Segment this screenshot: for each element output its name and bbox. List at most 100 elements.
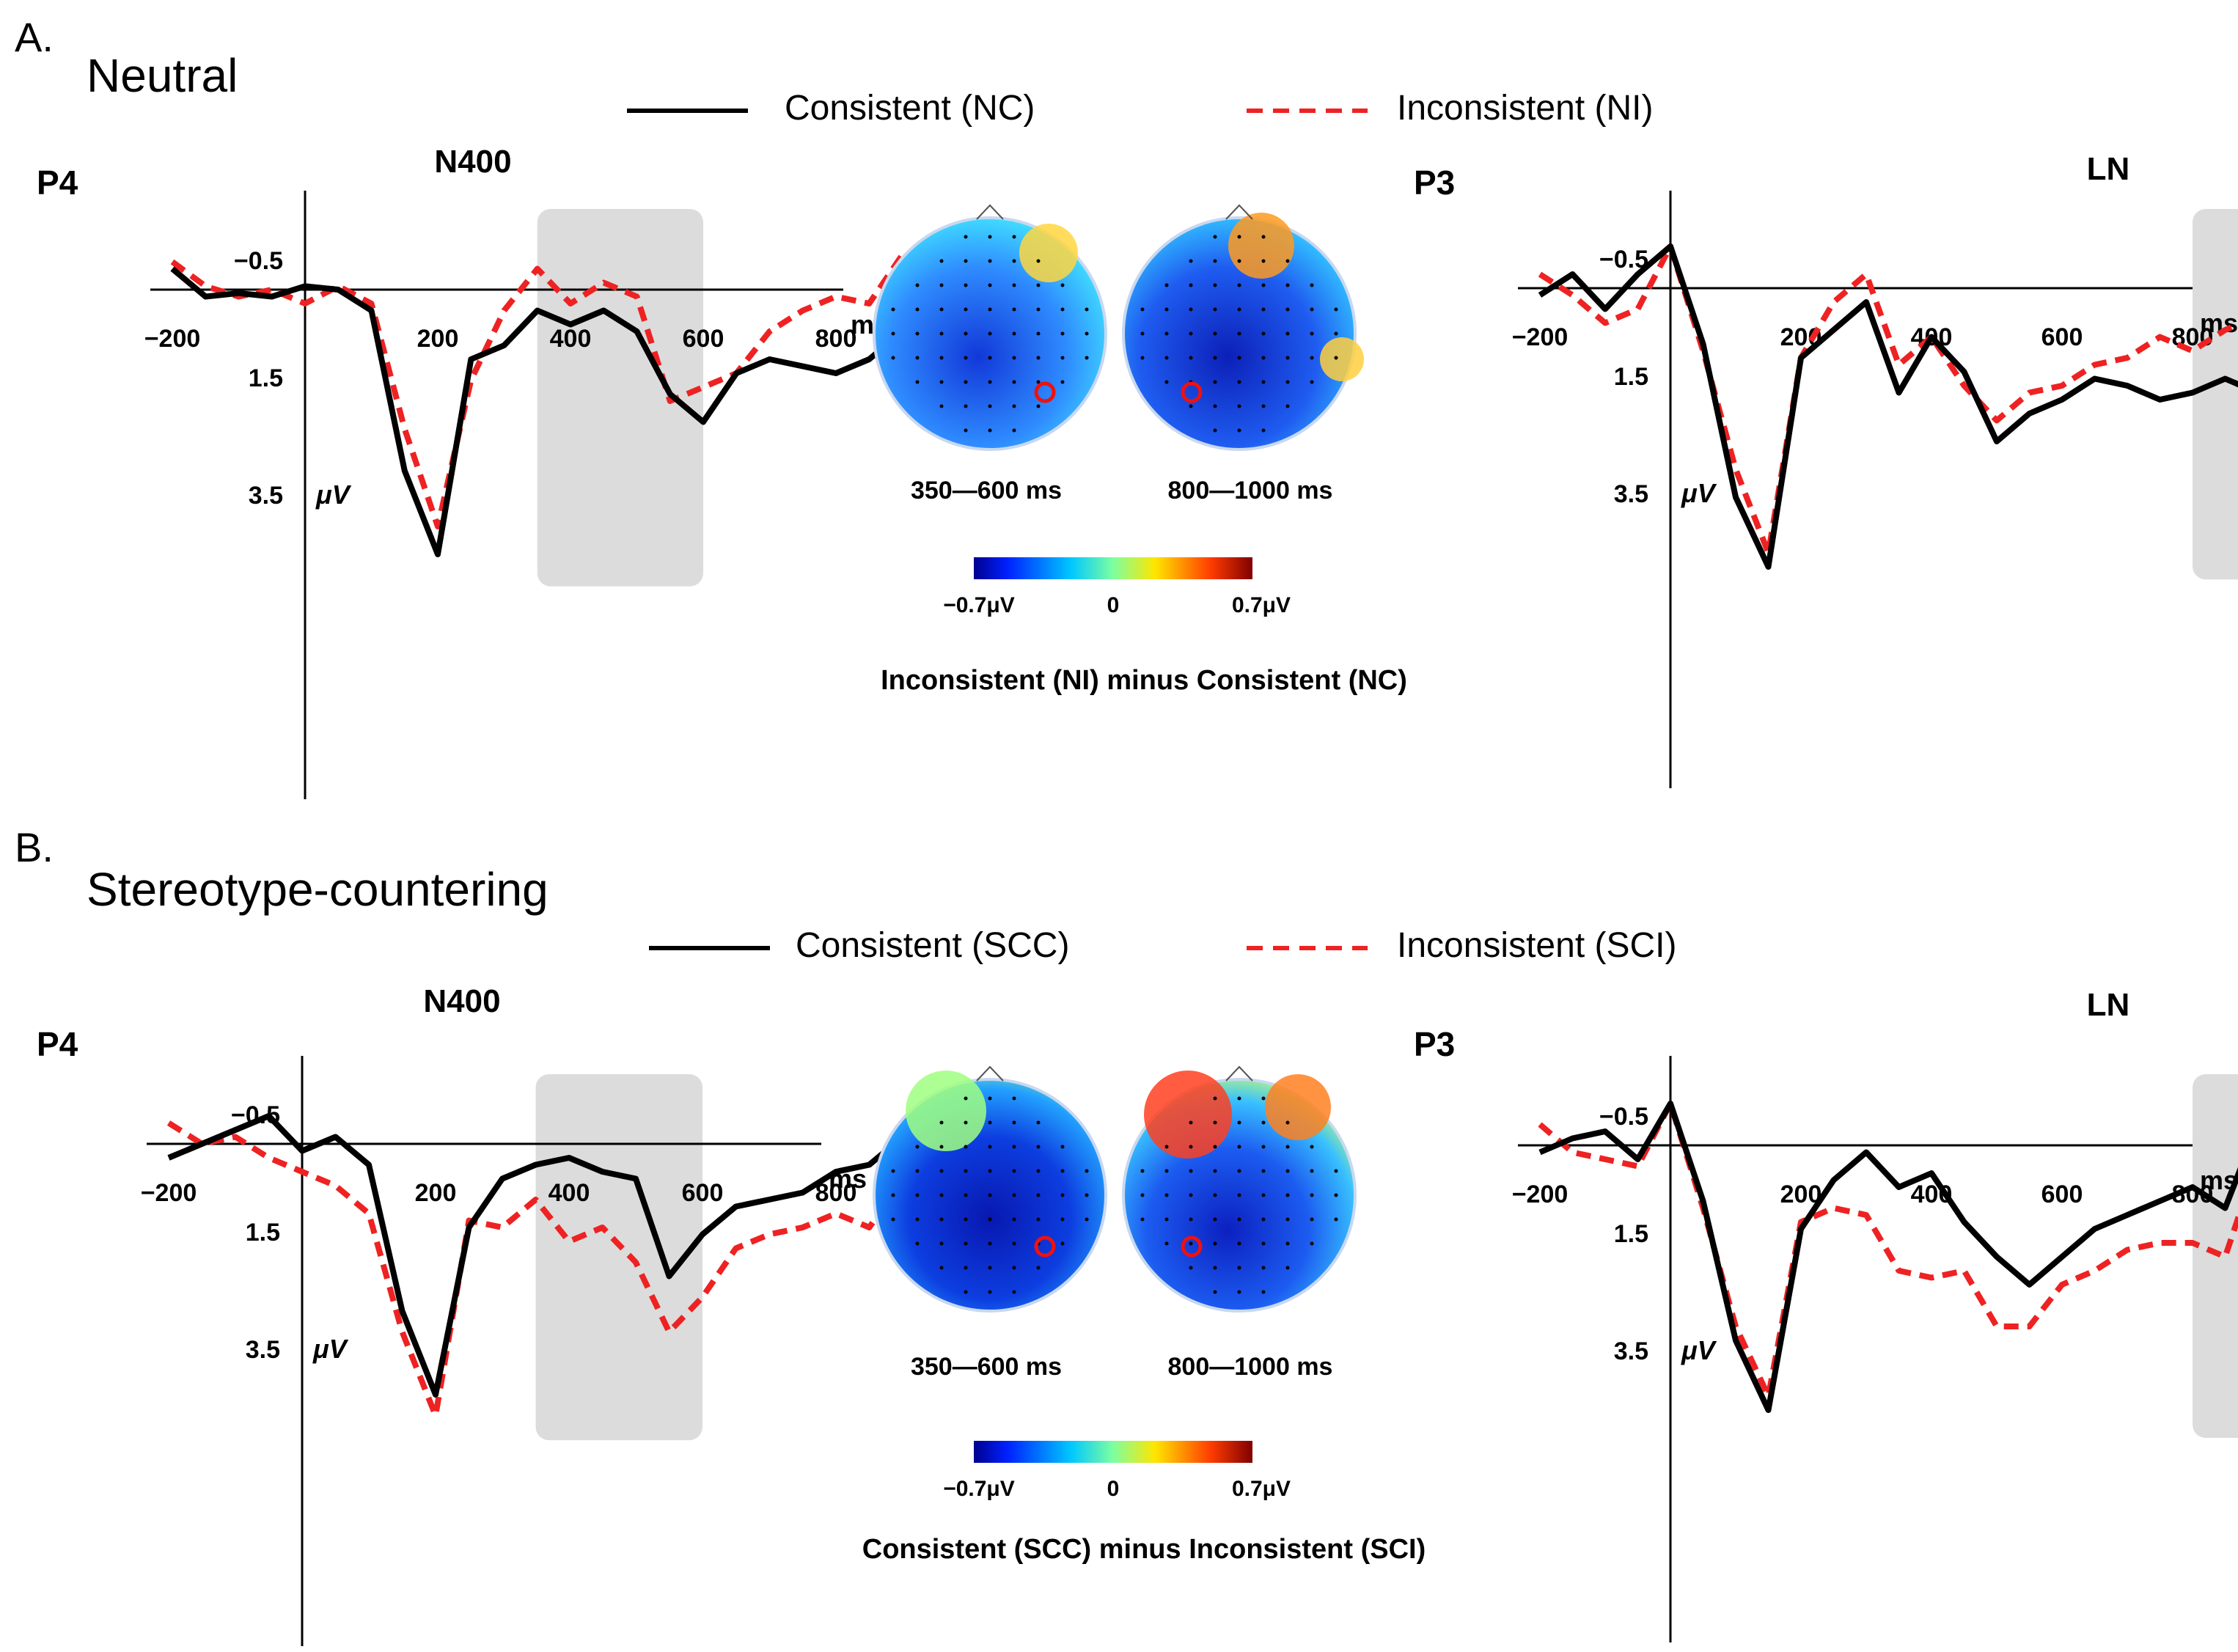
electrode-dot bbox=[1012, 404, 1016, 408]
x-tick-label: 400 bbox=[550, 325, 592, 353]
electrode-dot bbox=[915, 380, 920, 384]
electrode-dot bbox=[1310, 1193, 1314, 1197]
electrode-dot bbox=[1085, 1169, 1089, 1173]
electrode-dot bbox=[1261, 1217, 1266, 1222]
nose-outline bbox=[976, 1065, 1004, 1082]
electrode-dot bbox=[891, 1169, 895, 1173]
electrode-dot bbox=[1036, 1217, 1041, 1222]
electrode-dot bbox=[1085, 1193, 1089, 1197]
electrode-dot bbox=[1285, 331, 1290, 336]
electrode-dot bbox=[1164, 283, 1169, 287]
electrode-dot bbox=[964, 1217, 968, 1222]
electrode-dot bbox=[1164, 331, 1169, 336]
colorbar-max-label: 0.7μV bbox=[1232, 1477, 1291, 1501]
electrode-dot bbox=[1237, 307, 1241, 312]
electrode-dot bbox=[939, 404, 944, 408]
x-tick-label: 600 bbox=[682, 1179, 724, 1207]
electrode-dot bbox=[1060, 1217, 1065, 1222]
electrode-dot bbox=[1164, 1217, 1169, 1222]
electrode-dot bbox=[964, 1290, 968, 1294]
component-label: N400 bbox=[423, 983, 500, 1019]
electrode-dot bbox=[1237, 1266, 1241, 1270]
electrode-dot bbox=[1189, 356, 1193, 360]
electrode-dot bbox=[1012, 1266, 1016, 1270]
electrode-dot bbox=[1036, 1266, 1041, 1270]
electrode-dot bbox=[1060, 356, 1065, 360]
electrode-dot bbox=[1085, 356, 1089, 360]
y-tick-label: −0.5 bbox=[1599, 1103, 1648, 1131]
electrode-dot bbox=[988, 1169, 992, 1173]
electrode-dot bbox=[1085, 1217, 1089, 1222]
electrode-dot bbox=[988, 1241, 992, 1246]
colorbar-max-label: 0.7μV bbox=[1232, 593, 1291, 617]
x-tick-label: −200 bbox=[141, 1179, 197, 1207]
electrode-dot bbox=[1164, 1241, 1169, 1246]
electrode-dot bbox=[891, 331, 895, 336]
electrode-dot bbox=[915, 331, 920, 336]
legend-label: Consistent (SCC) bbox=[796, 926, 1069, 965]
electrode-dot bbox=[1213, 1290, 1217, 1294]
electrode-dot bbox=[891, 307, 895, 312]
electrode-dot bbox=[1285, 283, 1290, 287]
electrode-dot bbox=[1261, 428, 1266, 433]
legend-label: Inconsistent (SCI) bbox=[1397, 926, 1676, 965]
electrode-dot bbox=[964, 404, 968, 408]
electrode-dot bbox=[988, 380, 992, 384]
electrode-dot bbox=[1012, 356, 1016, 360]
y-tick-label: 1.5 bbox=[249, 364, 283, 392]
electrode-dot bbox=[1012, 1241, 1016, 1246]
electrode-dot bbox=[988, 1096, 992, 1101]
electrode-dot bbox=[1060, 1169, 1065, 1173]
electrode-dot bbox=[1261, 1145, 1266, 1149]
colorbar-min-label: −0.7μV bbox=[943, 593, 1015, 617]
electrode-dot bbox=[1285, 1241, 1290, 1246]
y-tick-label: 3.5 bbox=[246, 1336, 280, 1364]
time-window-label: 350—600 ms bbox=[911, 1353, 1062, 1381]
electrode-dot bbox=[964, 428, 968, 433]
electrode-dot bbox=[1237, 380, 1241, 384]
electrode-dot bbox=[891, 1217, 895, 1222]
electrode-dot bbox=[1012, 1096, 1016, 1101]
panel-a: A. Neutral Consistent (NC) Inconsistent (NI… bbox=[15, 14, 1653, 128]
electrode-dot bbox=[1213, 1241, 1217, 1246]
electrode-dot bbox=[1189, 283, 1193, 287]
colorbar-mid-label: 0 bbox=[1107, 593, 1120, 617]
electrode-dot bbox=[1060, 1145, 1065, 1149]
nose-outline bbox=[1225, 1065, 1253, 1082]
x-tick-label: 400 bbox=[549, 1179, 590, 1207]
electrode-dot bbox=[1261, 1193, 1266, 1197]
electrode-dot bbox=[1237, 1241, 1241, 1246]
legend-label: Inconsistent (NI) bbox=[1397, 89, 1653, 128]
electrode-dot bbox=[1060, 331, 1065, 336]
waveform-inconsistent bbox=[1538, 1101, 2238, 1399]
panel-letter: A. bbox=[15, 14, 54, 60]
electrode-dot bbox=[1334, 356, 1338, 360]
electrode-dot bbox=[1334, 1217, 1338, 1222]
electrode-dot bbox=[1060, 283, 1065, 287]
y-tick-label: 3.5 bbox=[1614, 480, 1648, 508]
nose-outline bbox=[1225, 204, 1253, 220]
electrode-dot bbox=[988, 356, 992, 360]
electrode-dot bbox=[915, 356, 920, 360]
electrode-dot bbox=[1261, 1120, 1266, 1125]
y-unit-label: μV bbox=[312, 1334, 349, 1364]
x-tick-label: 600 bbox=[2041, 1181, 2083, 1208]
x-tick-label: 200 bbox=[417, 325, 459, 353]
electrode-dot bbox=[1164, 1169, 1169, 1173]
electrode-dot bbox=[1060, 1193, 1065, 1197]
electrode-dot bbox=[988, 428, 992, 433]
electrode-dot bbox=[1189, 331, 1193, 336]
electrode-dot bbox=[1237, 235, 1241, 239]
x-tick-label: −200 bbox=[1512, 323, 1569, 351]
electrode-dot bbox=[1213, 1169, 1217, 1173]
electrode-dot bbox=[915, 1193, 920, 1197]
electrode-dot bbox=[1285, 380, 1290, 384]
electrode-dot bbox=[1189, 1120, 1193, 1125]
electrode-dot bbox=[1310, 1241, 1314, 1246]
electrode-dot bbox=[1012, 331, 1016, 336]
electrode-dot bbox=[1237, 1145, 1241, 1149]
colorbar-mid-label: 0 bbox=[1107, 1477, 1120, 1501]
